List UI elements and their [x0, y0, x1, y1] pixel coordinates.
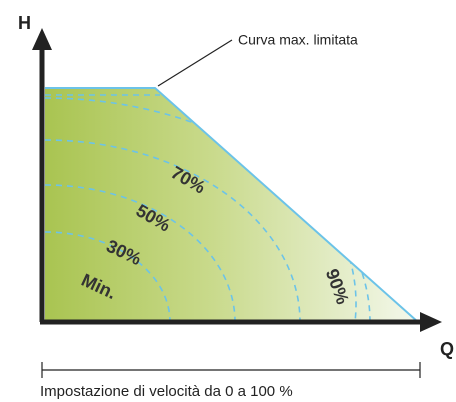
y-label: H [18, 13, 31, 33]
footer: Impostazione di velocità da 0 a 100 % [40, 383, 293, 400]
annotation-line [157, 39, 233, 87]
operating-area [45, 88, 418, 322]
max-curve [45, 87, 419, 323]
x-label: Q [440, 339, 454, 359]
annotation: Curva max. limitata [238, 32, 358, 48]
x-arrow [420, 312, 442, 332]
y-arrow [32, 28, 52, 50]
